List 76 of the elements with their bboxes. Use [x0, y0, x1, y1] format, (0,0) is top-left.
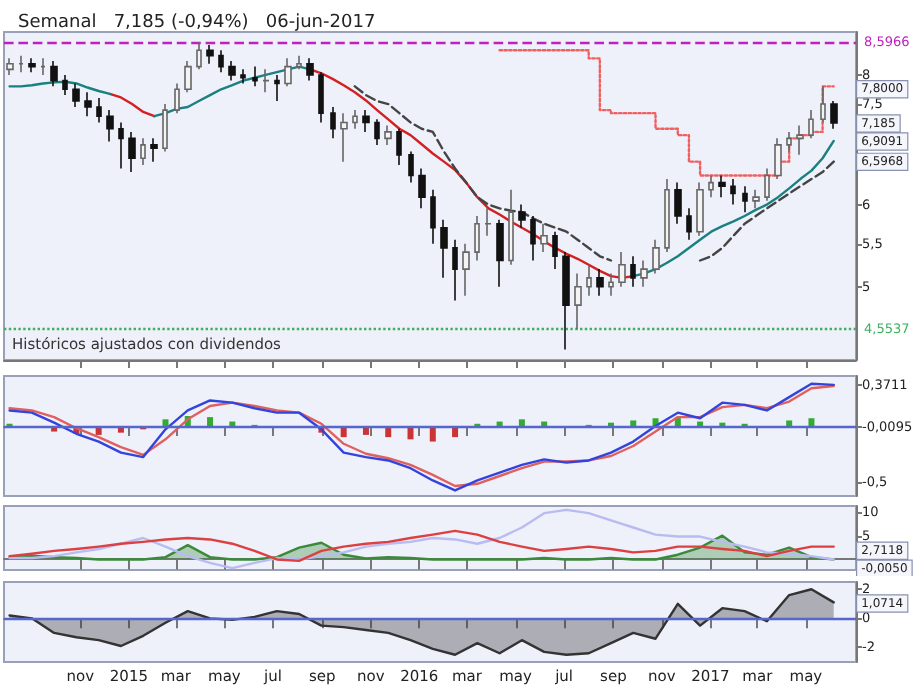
- candlestick: [206, 44, 214, 65]
- candlestick: [128, 131, 136, 173]
- candlestick: [742, 185, 748, 213]
- candlestick: [508, 189, 514, 266]
- candlestick: [274, 74, 280, 102]
- candlestick: [718, 174, 726, 198]
- candlestick: [730, 178, 736, 206]
- candlestick: [696, 181, 704, 237]
- candlestick: [228, 60, 236, 82]
- candlestick: [540, 222, 548, 253]
- candlestick: [296, 54, 302, 71]
- candlestick: [340, 112, 348, 163]
- candlestick: [640, 259, 648, 288]
- candlestick: [574, 272, 582, 331]
- candlestick: [774, 137, 782, 180]
- candlestick: [418, 167, 426, 210]
- candlestick: [96, 97, 102, 124]
- candlestick: [50, 60, 58, 88]
- candlestick: [518, 203, 526, 229]
- candlestick: [62, 74, 68, 96]
- candlestick: [174, 82, 180, 114]
- candlestick: [40, 57, 46, 76]
- candlestick: [162, 103, 168, 153]
- candlestick: [318, 71, 324, 124]
- candlestick: [196, 41, 202, 71]
- candlestick: [352, 109, 358, 130]
- candlestick: [218, 49, 224, 73]
- candlestick: [562, 251, 570, 351]
- candlestick: [452, 238, 458, 302]
- candlestick: [396, 127, 402, 166]
- candlestick: [830, 100, 838, 130]
- candlestick: [84, 91, 92, 118]
- candlestick: [462, 243, 470, 297]
- candlestick: [28, 57, 36, 73]
- candlestick: [820, 85, 826, 124]
- candlestick: [708, 174, 714, 198]
- candlestick: [552, 230, 558, 270]
- candlestick: [430, 189, 436, 245]
- candlestick: [150, 137, 158, 163]
- candlestick: [118, 121, 124, 170]
- candlestick: [596, 268, 604, 297]
- candlestick: [440, 219, 448, 279]
- candlestick: [72, 82, 80, 108]
- candlestick: [140, 137, 146, 166]
- candlestick: [530, 215, 536, 262]
- candlestick: [240, 68, 246, 85]
- candlestick: [306, 57, 314, 82]
- candlestick: [764, 167, 770, 202]
- candlestick: [374, 118, 380, 146]
- candlestick: [384, 124, 392, 146]
- candlestick: [284, 57, 292, 88]
- candlestick: [630, 255, 636, 288]
- candlestick: [18, 54, 24, 73]
- candlestick: [106, 109, 114, 143]
- candlestick: [474, 215, 480, 262]
- candlestick: [262, 68, 270, 93]
- candlestick: [652, 238, 660, 275]
- candlestick: [786, 131, 792, 153]
- candlestick: [686, 207, 692, 241]
- candlestick: [608, 272, 614, 297]
- candlestick: [674, 181, 682, 225]
- candlestick: [752, 189, 760, 210]
- candlestick: [664, 178, 670, 253]
- candlestick: [362, 109, 370, 133]
- candlestick: [484, 207, 492, 237]
- candlestick: [252, 65, 258, 88]
- candlestick: [796, 124, 804, 156]
- chart-title: Semanal 7,185 (-0,94%) 06-jun-2017: [18, 13, 376, 33]
- line-series: [8, 508, 835, 570]
- candlestick: [496, 219, 504, 288]
- candlestick: [618, 251, 626, 288]
- candlestick: [408, 150, 414, 184]
- candlestick: [330, 106, 336, 140]
- candlestick: [586, 263, 592, 297]
- candlestick: [184, 60, 192, 93]
- candlestick: [808, 109, 814, 140]
